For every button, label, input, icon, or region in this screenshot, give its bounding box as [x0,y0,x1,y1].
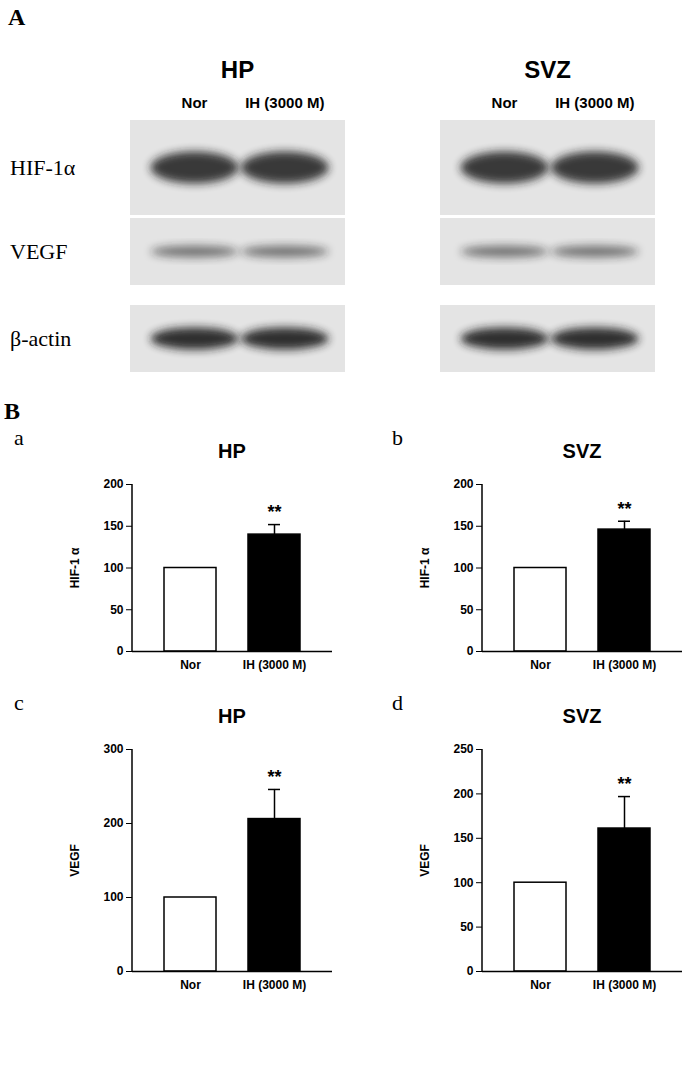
svg-text:SVZ: SVZ [524,56,571,83]
svg-text:IH (3000 M): IH (3000 M) [593,978,656,992]
svg-text:150: 150 [453,831,473,845]
svg-text:IH (3000 M): IH (3000 M) [593,658,656,672]
svg-text:IH (3000 M): IH (3000 M) [555,94,634,111]
html-text:b: b [392,425,403,450]
svg-text:Nor: Nor [530,658,551,672]
svg-text:**: ** [267,502,281,522]
svg-text:**: ** [267,767,281,787]
html-text:d: d [392,690,403,715]
svg-text:HIF-1 α: HIF-1 α [418,547,432,588]
svg-text:Nor: Nor [180,658,201,672]
svg-text:0: 0 [117,644,124,658]
svg-text:200: 200 [453,477,473,491]
svg-text:50: 50 [110,603,124,617]
svg-text:100: 100 [103,890,123,904]
html-text:B: B [4,398,20,424]
svg-text:50: 50 [460,603,474,617]
svg-text:200: 200 [453,787,473,801]
html-text:HP: HP [218,440,246,462]
html-text:SVZ: SVZ [562,440,602,462]
svg-text:**: ** [617,774,631,794]
svg-text:300: 300 [103,742,123,756]
svg-text:Nor: Nor [530,978,551,992]
svg-text:VEGF: VEGF [418,844,432,877]
svg-text:**: ** [617,499,631,519]
svg-text:Nor: Nor [182,94,208,111]
svg-text:β-actin: β-actin [10,326,71,351]
svg-text:100: 100 [453,876,473,890]
svg-text:HIF-1 α: HIF-1 α [68,547,82,588]
svg-text:Nor: Nor [492,94,518,111]
html-text:A: A [8,4,26,30]
svg-text:100: 100 [103,561,123,575]
html-text:HP: HP [218,705,246,727]
html-text:c: c [14,690,24,715]
svg-text:IH (3000 M): IH (3000 M) [243,658,306,672]
svg-text:200: 200 [103,477,123,491]
svg-text:0: 0 [467,644,474,658]
svg-text:IH (3000 M): IH (3000 M) [245,94,324,111]
svg-text:0: 0 [467,964,474,978]
svg-text:100: 100 [453,561,473,575]
svg-text:150: 150 [103,519,123,533]
svg-text:VEGF: VEGF [68,844,82,877]
svg-text:0: 0 [117,964,124,978]
svg-text:150: 150 [453,519,473,533]
svg-text:HIF-1α: HIF-1α [10,155,76,180]
svg-text:50: 50 [460,920,474,934]
html-text:SVZ: SVZ [562,705,602,727]
svg-text:Nor: Nor [180,978,201,992]
svg-text:250: 250 [453,742,473,756]
svg-text:200: 200 [103,816,123,830]
svg-text:HP: HP [221,56,254,83]
svg-text:IH (3000 M): IH (3000 M) [243,978,306,992]
svg-text:VEGF: VEGF [10,239,67,264]
html-text:a: a [14,425,24,450]
